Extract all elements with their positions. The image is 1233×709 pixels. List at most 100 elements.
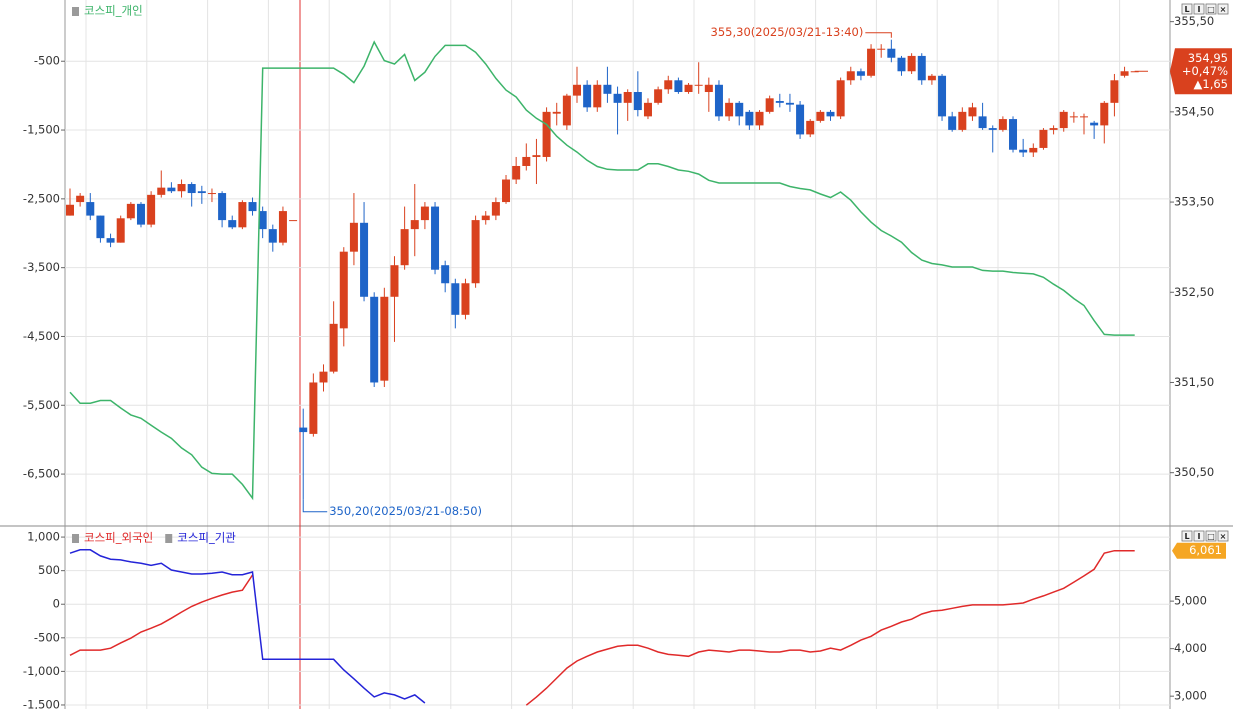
window-button-label: L (1184, 5, 1189, 14)
candle-body (278, 211, 287, 243)
candle-body (796, 104, 805, 135)
y-tick-label: -5,500 (23, 398, 60, 412)
candle-body (329, 323, 338, 372)
candle-body (1039, 129, 1048, 148)
window-button (1217, 530, 1229, 542)
candle-body (106, 238, 115, 243)
annotation-text: 350,20(2025/03/21-08:50) (329, 504, 482, 518)
candle-body (725, 102, 734, 117)
candle-body (207, 193, 216, 195)
last-price-text: ▲1,65 (1194, 77, 1228, 91)
candle-body (948, 116, 957, 130)
candle-body (66, 204, 74, 216)
candle-body (867, 48, 876, 76)
window-button-label: L (1184, 532, 1189, 541)
y2-tick-label: 350,50 (1174, 465, 1214, 479)
candle-body (390, 265, 399, 297)
window-button-label: × (1220, 5, 1227, 14)
y-tick-label: -500 (34, 630, 60, 644)
candle-body (116, 218, 125, 243)
candle-body (167, 187, 176, 192)
window-button (1181, 3, 1193, 15)
candle-body (735, 102, 744, 117)
candle-body (917, 55, 926, 81)
candle-body (1029, 147, 1038, 153)
candle-body (86, 202, 95, 216)
candle-body (126, 203, 135, 219)
series-line (69, 40, 1135, 501)
window-button-label: I (1198, 5, 1201, 14)
candle-body (846, 71, 855, 81)
candle-body (1069, 116, 1078, 118)
y-tick-label: 0 (53, 597, 60, 611)
y-tick-label: 1,000 (27, 530, 60, 544)
series-line (69, 549, 426, 704)
candle-body (887, 48, 896, 58)
candle-body (400, 229, 409, 266)
candle-body (491, 202, 500, 216)
candle-body (897, 57, 906, 72)
candle-body (704, 84, 713, 93)
candle-body (654, 89, 663, 103)
y2-tick-label: 5,000 (1174, 594, 1207, 608)
y2-tick-label: 351,50 (1174, 375, 1214, 389)
candle-body (532, 155, 541, 157)
candle-body (836, 80, 845, 117)
last-price-box (1170, 48, 1232, 95)
candle-body (380, 296, 389, 381)
last-price-text: 354,95 (1188, 51, 1228, 65)
candle-body (1049, 128, 1058, 130)
candle-body (927, 75, 936, 81)
candle-body (816, 111, 825, 121)
y2-tick-label: 352,50 (1174, 285, 1214, 299)
candle-body (431, 206, 440, 270)
series-line (69, 549, 1135, 706)
candle-body (197, 191, 206, 194)
candle-body (136, 203, 145, 225)
annotation-text: 355,30(2025/03/21-13:40) (711, 25, 864, 39)
candle-body (907, 55, 916, 72)
candle-body (573, 84, 581, 96)
window-button-label: □ (1207, 532, 1215, 541)
y-tick-label: -1,000 (23, 664, 60, 678)
y-tick-label: -1,500 (23, 697, 60, 709)
time-grid (85, 0, 1121, 709)
candle-body (76, 195, 85, 203)
candle-body (502, 179, 511, 203)
candle-body (674, 80, 683, 93)
candle-body (877, 48, 886, 50)
candle-body (988, 128, 997, 130)
candle-body (978, 116, 987, 129)
candle-body (633, 92, 642, 111)
y-tick-label: -3,500 (23, 260, 60, 274)
candle-body (542, 111, 551, 157)
candle-body (1009, 119, 1018, 150)
legend-label: 코스피_기관 (177, 531, 236, 545)
candle-body (349, 222, 358, 252)
annotation-leader (865, 32, 892, 38)
candle-body (1080, 116, 1088, 118)
y-tick-label: -2,500 (23, 191, 60, 205)
candle-body (1019, 149, 1028, 153)
candle-body (258, 211, 267, 230)
candle-body (603, 84, 612, 94)
legend-swatch (165, 534, 173, 543)
candle-body (1120, 71, 1129, 76)
candle-body (1110, 80, 1119, 103)
annotation-leader (302, 499, 328, 513)
y2-tick-label: 353,50 (1174, 195, 1214, 209)
candle-body (856, 71, 865, 76)
candle-body (998, 119, 1007, 130)
window-button (1205, 530, 1217, 542)
y-tick-label: -500 (34, 54, 60, 68)
y-tick-label: -4,500 (23, 329, 60, 343)
candle-body (339, 251, 348, 329)
candle-body (785, 102, 794, 105)
candle-body (755, 111, 764, 126)
candle-body (461, 283, 470, 315)
candle-body (238, 202, 247, 228)
candle-body (1100, 102, 1109, 126)
candle-body (1059, 111, 1068, 129)
